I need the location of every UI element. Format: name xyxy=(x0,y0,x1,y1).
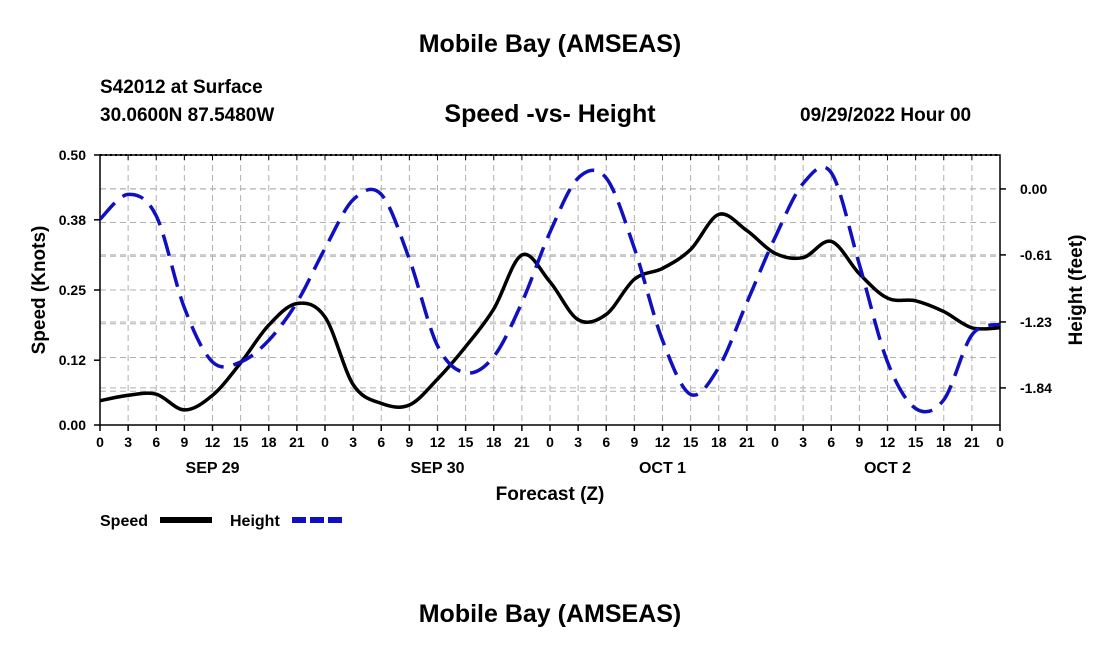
y2-tick-label: -1.84 xyxy=(1020,380,1052,396)
y-tick-label: 0.38 xyxy=(59,212,86,228)
series-line-height xyxy=(98,165,1001,414)
x-tick-label: 9 xyxy=(855,434,863,450)
series-line-speed xyxy=(99,212,1001,412)
y2-tick-label: -1.23 xyxy=(1020,314,1052,330)
x-tick-label: 21 xyxy=(964,434,980,450)
day-label: SEP 30 xyxy=(411,460,465,477)
x-tick-label: 6 xyxy=(602,434,610,450)
coordinates-label: 30.0600N 87.5480W xyxy=(100,105,275,126)
x-tick-label: 18 xyxy=(936,434,952,450)
x-tick-label: 12 xyxy=(880,434,896,450)
x-tick-label: 18 xyxy=(261,434,277,450)
x-tick-label: 18 xyxy=(486,434,502,450)
x-tick-label: 15 xyxy=(683,434,699,450)
x-tick-label: 0 xyxy=(321,434,329,450)
x-axis-label: Forecast (Z) xyxy=(496,484,605,505)
x-tick-label: 0 xyxy=(771,434,779,450)
legend-label-height: Height xyxy=(230,513,280,530)
x-tick-label: 12 xyxy=(430,434,446,450)
y2-tick-label: -0.61 xyxy=(1020,247,1052,263)
day-label: SEP 29 xyxy=(186,460,240,477)
y-axis-label: Speed (Knots) xyxy=(29,226,50,355)
chart-title: Speed -vs- Height xyxy=(444,100,656,128)
x-tick-label: 9 xyxy=(405,434,413,450)
day-label: OCT 1 xyxy=(639,460,686,477)
y2-tick-label: 0.00 xyxy=(1020,181,1047,197)
x-tick-label: 3 xyxy=(349,434,357,450)
x-tick-label: 3 xyxy=(799,434,807,450)
y-tick-label: 0.00 xyxy=(59,417,86,433)
x-tick-label: 12 xyxy=(655,434,671,450)
x-tick-label: 15 xyxy=(458,434,474,450)
x-tick-label: 18 xyxy=(711,434,727,450)
y-tick-label: 0.12 xyxy=(59,352,86,368)
x-tick-label: 3 xyxy=(124,434,132,450)
station-label: S42012 at Surface xyxy=(100,77,263,98)
y2-axis-label: Height (feet) xyxy=(1066,235,1087,346)
x-tick-label: 21 xyxy=(514,434,530,450)
x-tick-label: 21 xyxy=(289,434,305,450)
x-tick-label: 0 xyxy=(546,434,554,450)
date-hour-label: 09/29/2022 Hour 00 xyxy=(800,105,972,126)
x-tick-label: 15 xyxy=(908,434,924,450)
footer-title: Mobile Bay (AMSEAS) xyxy=(418,600,682,628)
x-tick-label: 9 xyxy=(180,434,188,450)
speed-height-chart: 0 3 6 9 12 15 18 21 0 3 6 9 12 15 18 21 0 3 6 9 12 15 18 21 0 3 6 9… xyxy=(29,147,1087,530)
y-tick-label: 0.25 xyxy=(59,282,86,298)
x-tick-label: 3 xyxy=(574,434,582,450)
x-tick-label: 0 xyxy=(96,434,104,450)
y-tick-label: 0.50 xyxy=(59,147,86,163)
x-tick-label: 6 xyxy=(152,434,160,450)
x-tick-label: 6 xyxy=(377,434,385,450)
x-tick-label: 21 xyxy=(739,434,755,450)
x-tick-label: 15 xyxy=(233,434,249,450)
x-tick-label: 9 xyxy=(630,434,638,450)
x-tick-label: 6 xyxy=(827,434,835,450)
x-tick-label: 0 xyxy=(996,434,1004,450)
legend-label-speed: Speed xyxy=(100,513,148,530)
x-tick-label: 12 xyxy=(205,434,221,450)
day-label: OCT 2 xyxy=(864,460,911,477)
page-title: Mobile Bay (AMSEAS) xyxy=(418,30,682,58)
